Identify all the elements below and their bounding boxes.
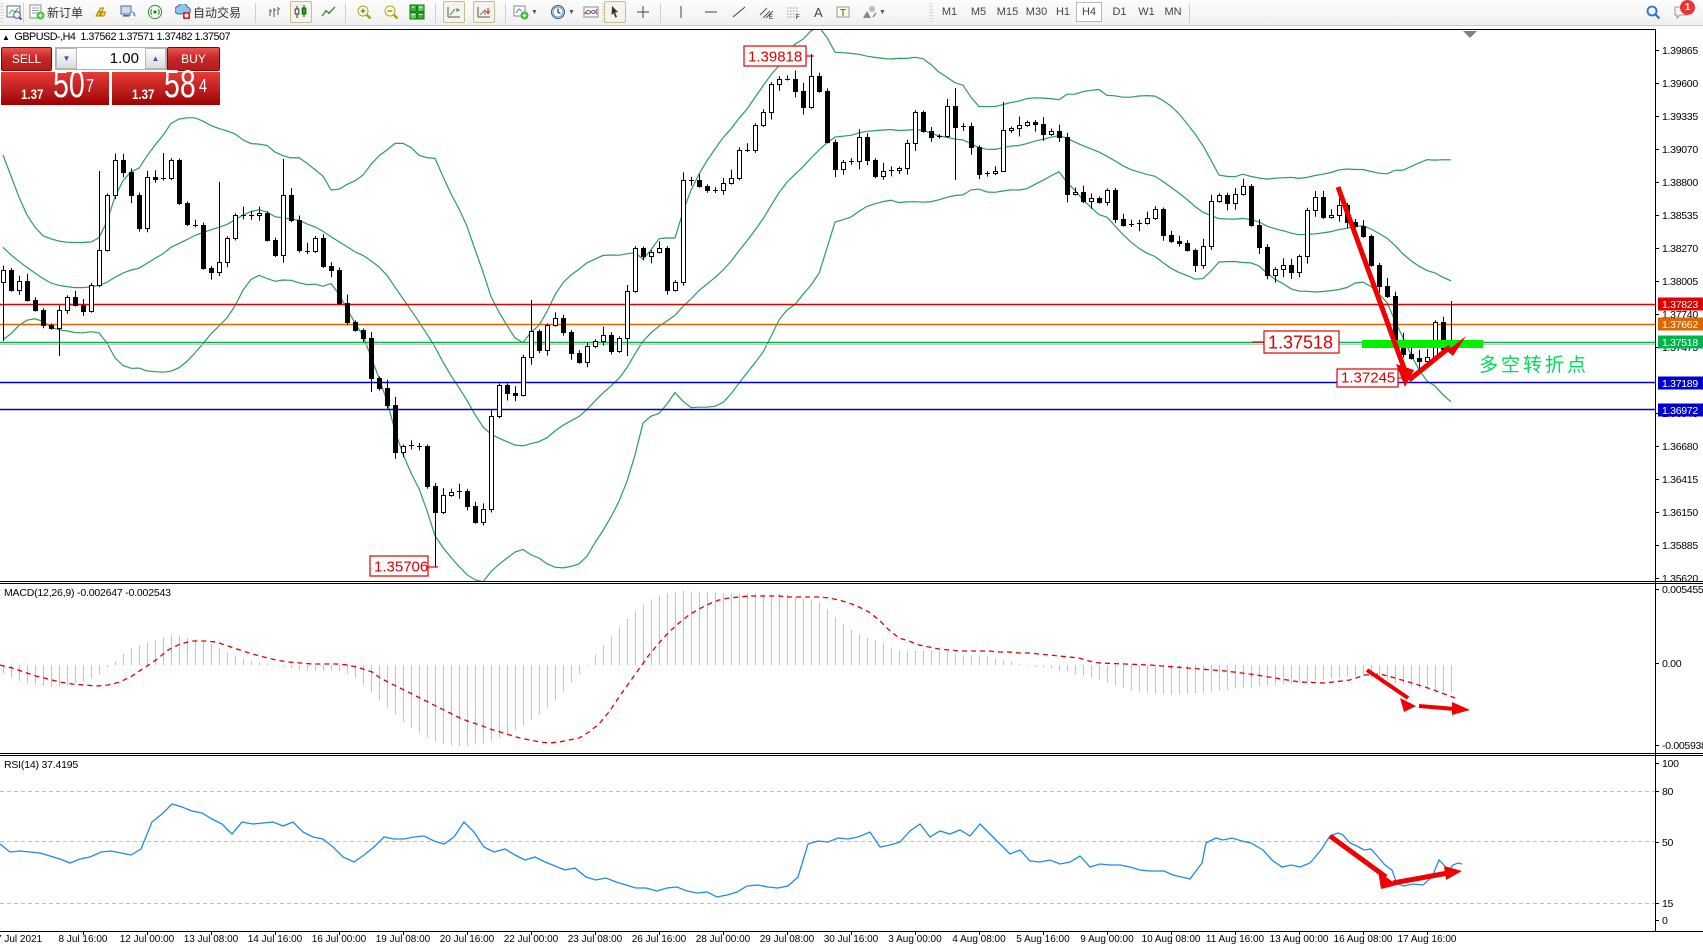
svg-text:0.005455: 0.005455	[1662, 584, 1703, 596]
svg-text:1.39865: 1.39865	[1662, 45, 1698, 57]
svg-text:5 Aug 16:00: 5 Aug 16:00	[1016, 934, 1070, 945]
svg-text:1.38005: 1.38005	[1662, 276, 1698, 288]
svg-text:1.37518: 1.37518	[1662, 337, 1698, 349]
svg-text:11 Aug 16:00: 11 Aug 16:00	[1206, 934, 1265, 945]
svg-text:T: T	[840, 8, 846, 19]
svg-text:1.39335: 1.39335	[1662, 111, 1698, 123]
svg-text:1.37189: 1.37189	[1662, 378, 1698, 390]
svg-text:1.37518: 1.37518	[1268, 333, 1333, 353]
svg-text:4 Aug 08:00: 4 Aug 08:00	[952, 934, 1006, 945]
svg-text:1.38270: 1.38270	[1662, 243, 1698, 255]
svg-text:0: 0	[1662, 915, 1668, 927]
svg-text:多空转折点: 多空转折点	[1479, 354, 1589, 376]
svg-text:1.37823: 1.37823	[1662, 299, 1698, 311]
svg-text:29 Jul 08:00: 29 Jul 08:00	[760, 934, 815, 945]
svg-text:7 Jul 2021: 7 Jul 2021	[0, 934, 43, 945]
svg-text:1.36680: 1.36680	[1662, 441, 1698, 453]
svg-text:16 Jul 00:00: 16 Jul 00:00	[312, 934, 367, 945]
svg-text:13 Aug 00:00: 13 Aug 00:00	[1270, 934, 1329, 945]
svg-text:1.36415: 1.36415	[1662, 474, 1698, 486]
svg-text:50: 50	[1662, 837, 1674, 849]
svg-text:23 Jul 08:00: 23 Jul 08:00	[568, 934, 623, 945]
svg-text:15: 15	[1662, 898, 1674, 910]
svg-text:1.38535: 1.38535	[1662, 210, 1698, 222]
svg-text:RSI(14) 37.4195: RSI(14) 37.4195	[4, 759, 78, 771]
svg-text:20 Jul 16:00: 20 Jul 16:00	[440, 934, 495, 945]
svg-text:8 Jul 16:00: 8 Jul 16:00	[59, 934, 108, 945]
svg-text:1.35706: 1.35706	[374, 559, 428, 576]
svg-text:1.37662: 1.37662	[1662, 319, 1698, 331]
svg-text:-0.005938: -0.005938	[1662, 740, 1703, 752]
svg-text:10 Aug 08:00: 10 Aug 08:00	[1142, 934, 1201, 945]
svg-text:30 Jul 16:00: 30 Jul 16:00	[824, 934, 879, 945]
svg-text:3 Aug 00:00: 3 Aug 00:00	[888, 934, 942, 945]
svg-text:22 Jul 00:00: 22 Jul 00:00	[504, 934, 559, 945]
svg-text:9 Aug 00:00: 9 Aug 00:00	[1080, 934, 1134, 945]
svg-text:14 Jul 16:00: 14 Jul 16:00	[248, 934, 303, 945]
svg-text:28 Jul 00:00: 28 Jul 00:00	[696, 934, 751, 945]
svg-text:1.39818: 1.39818	[748, 49, 802, 66]
svg-text:1.37245: 1.37245	[1341, 370, 1395, 387]
svg-text:1.35885: 1.35885	[1662, 540, 1698, 552]
svg-text:F: F	[796, 15, 800, 20]
svg-text:19 Jul 08:00: 19 Jul 08:00	[376, 934, 431, 945]
svg-text:1.39070: 1.39070	[1662, 144, 1698, 156]
svg-text:1.36150: 1.36150	[1662, 507, 1698, 519]
svg-text:17 Aug 16:00: 17 Aug 16:00	[1398, 934, 1457, 945]
svg-text:12 Jul 00:00: 12 Jul 00:00	[120, 934, 175, 945]
svg-text:E: E	[769, 15, 773, 20]
svg-text:1.38800: 1.38800	[1662, 177, 1698, 189]
svg-text:A: A	[814, 5, 823, 20]
svg-text:MACD(12,26,9) -0.002647 -0.002: MACD(12,26,9) -0.002647 -0.002543	[4, 587, 171, 599]
svg-text:1.36972: 1.36972	[1662, 405, 1698, 417]
svg-text:16 Aug 08:00: 16 Aug 08:00	[1334, 934, 1393, 945]
svg-text:13 Jul 08:00: 13 Jul 08:00	[184, 934, 239, 945]
svg-text:100: 100	[1662, 758, 1679, 770]
svg-text:26 Jul 16:00: 26 Jul 16:00	[632, 934, 687, 945]
svg-text:80: 80	[1662, 786, 1674, 798]
svg-text:1.39600: 1.39600	[1662, 78, 1698, 90]
svg-text:0.00: 0.00	[1662, 658, 1682, 670]
